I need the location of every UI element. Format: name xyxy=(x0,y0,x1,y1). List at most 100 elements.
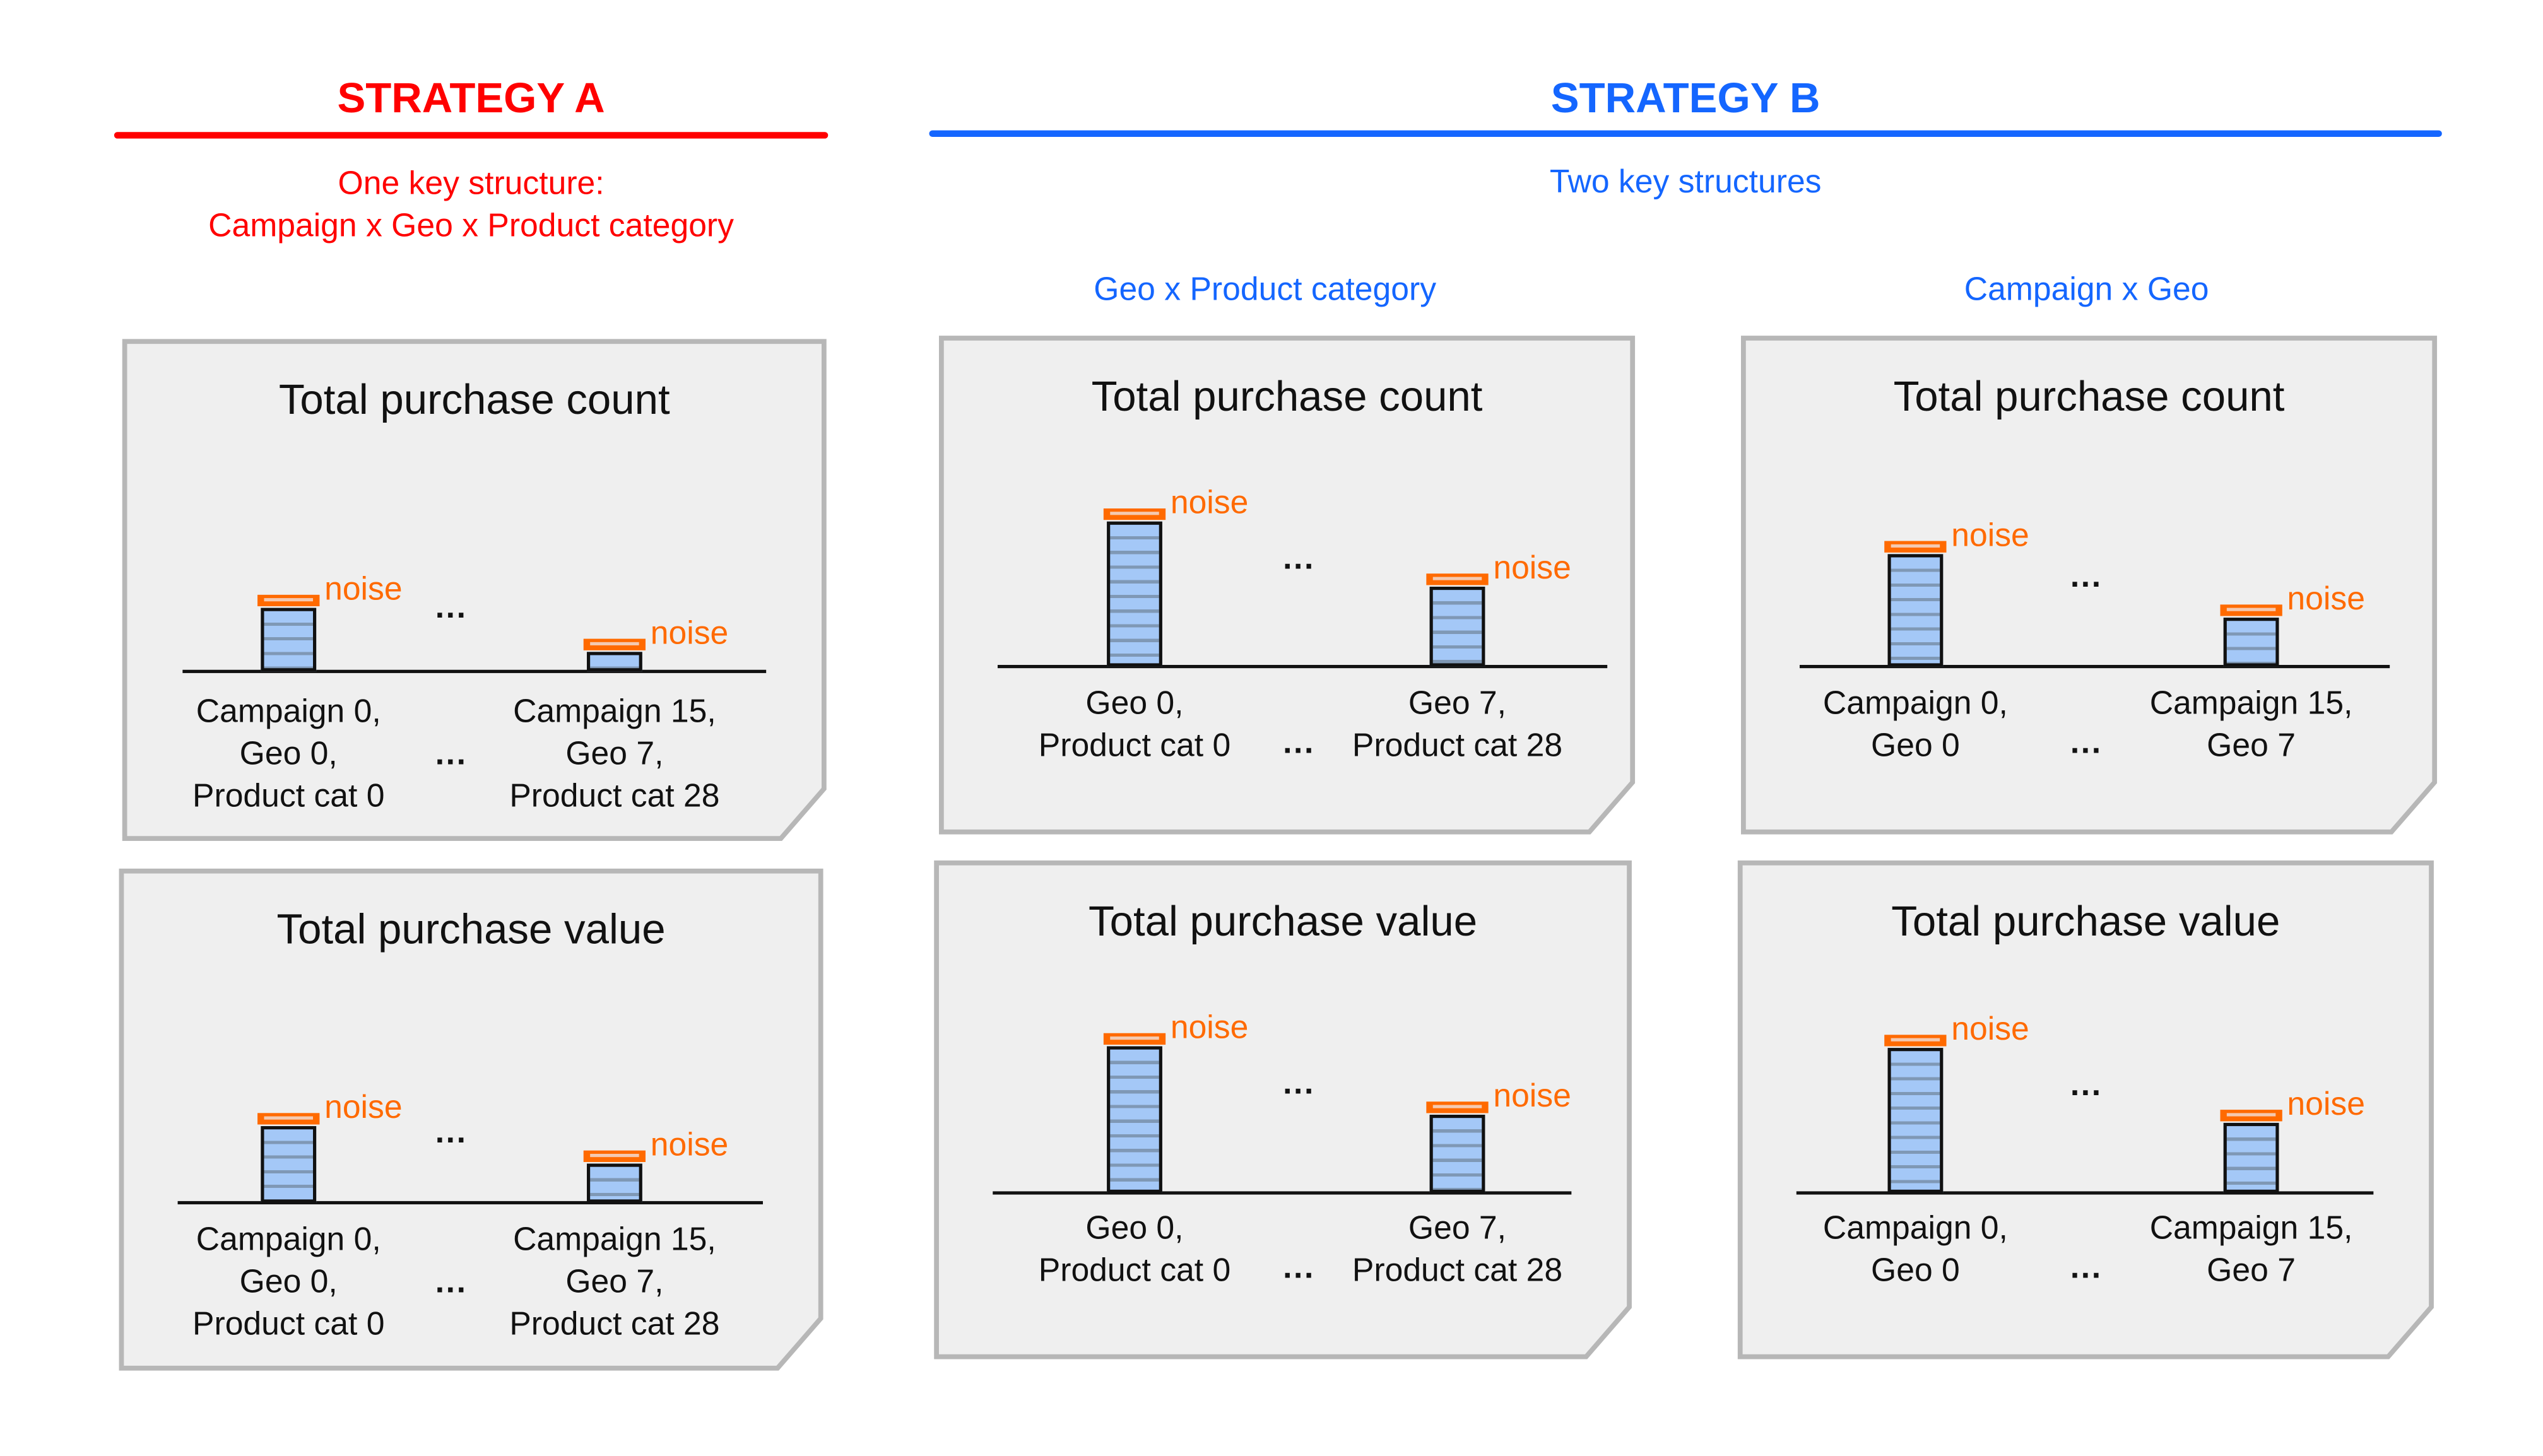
card-title: Total purchase value xyxy=(276,904,666,954)
card-title: Total purchase count xyxy=(278,375,670,424)
value-bar xyxy=(261,608,317,672)
bar-label-line: Geo 7, xyxy=(1408,1211,1507,1247)
noise-cap xyxy=(583,1150,646,1162)
bar-label-line: Geo 0 xyxy=(1871,1253,1960,1289)
bar-label: Campaign 0, Geo 0 xyxy=(1736,1207,2094,1292)
card-shape xyxy=(934,860,1632,1359)
key-structure-campaign-geo: Campaign x Geo xyxy=(1964,272,2209,308)
bar-label: Campaign 0, Geo 0, Product cat 0 xyxy=(109,1219,468,1346)
bar-label: Campaign 15, Geo 7 xyxy=(2072,683,2430,767)
noise-cap xyxy=(257,594,320,606)
ellipsis-labels: ... xyxy=(2070,725,2103,761)
ellipsis-labels: ... xyxy=(1283,1250,1315,1286)
subtitle-line: One key structure: xyxy=(338,166,605,203)
noise-cap xyxy=(2220,1110,2282,1122)
bar-label-line: Geo 0 xyxy=(1871,728,1960,765)
card-background xyxy=(119,868,823,1371)
bar-label-line: Campaign 15, xyxy=(513,694,716,731)
strategy-a-subtitle: One key structure: Campaign x Geo x Prod… xyxy=(114,163,828,247)
ellipsis-bars: ... xyxy=(2070,1067,2103,1103)
ellipsis-labels: ... xyxy=(435,1264,468,1301)
value-bar xyxy=(2223,618,2279,667)
noise-label: noise xyxy=(2287,582,2365,618)
bar-label-line: Geo 7, xyxy=(565,736,664,773)
ellipsis-bars: ... xyxy=(1283,540,1315,577)
value-bar xyxy=(1107,1046,1162,1193)
value-bar xyxy=(1887,1048,1944,1193)
bar-label-line: Campaign 0, xyxy=(196,694,381,731)
ellipsis-labels: ... xyxy=(435,736,468,773)
ellipsis-bars: ... xyxy=(435,1114,468,1151)
card-title: Total purchase value xyxy=(1891,896,2280,946)
bar-label: Geo 0, Product cat 0 xyxy=(955,1207,1314,1292)
card-title: Total purchase count xyxy=(1893,371,2285,421)
strategy-b-heading: STRATEGY B xyxy=(1550,73,1820,122)
bar-label: Campaign 0, Geo 0, Product cat 0 xyxy=(109,691,468,818)
value-bar xyxy=(1429,1114,1485,1193)
noise-label: noise xyxy=(324,1090,403,1127)
bar-label-line: Product cat 28 xyxy=(509,778,720,815)
noise-label: noise xyxy=(1493,1079,1571,1115)
value-bar xyxy=(1107,521,1162,667)
bar-label-line: Geo 0, xyxy=(1085,1211,1184,1247)
bar-label-line: Product cat 0 xyxy=(192,1306,385,1343)
ellipsis-bars: ... xyxy=(435,590,468,626)
bar-label-line: Product cat 28 xyxy=(1352,728,1563,765)
bar-label-line: Geo 0, xyxy=(239,1264,338,1301)
noise-label: noise xyxy=(1951,1012,2029,1048)
bar-label-line: Product cat 0 xyxy=(1038,728,1231,765)
strategy-b-subtitle: Two key structures xyxy=(1549,164,1822,201)
card-shape xyxy=(1737,860,2434,1359)
noise-label: noise xyxy=(2287,1087,2365,1123)
noise-cap xyxy=(2220,604,2282,616)
strategy-a-rule xyxy=(114,132,829,139)
bar-label: Geo 7, Product cat 28 xyxy=(1278,683,1636,767)
subtitle-line: Campaign x Geo x Product category xyxy=(208,208,734,245)
bar-label-line: Product cat 28 xyxy=(509,1306,720,1343)
card-background xyxy=(1740,336,2438,835)
axis-baseline xyxy=(997,664,1608,669)
card-title: Total purchase count xyxy=(1091,371,1483,421)
strategy-b-rule xyxy=(929,130,2442,137)
noise-label: noise xyxy=(324,572,403,608)
bar-label-line: Campaign 0, xyxy=(1822,1211,2008,1247)
ellipsis-labels: ... xyxy=(2070,1250,2103,1286)
noise-cap xyxy=(1426,1101,1489,1113)
bar-label-line: Campaign 15, xyxy=(513,1222,716,1259)
bar-label: Campaign 15, Geo 7 xyxy=(2072,1207,2430,1292)
card-background xyxy=(934,860,1632,1359)
bar-label: Campaign 15, Geo 7, Product cat 28 xyxy=(435,1219,794,1346)
noise-label: noise xyxy=(1951,518,2029,555)
bar-label-line: Product cat 28 xyxy=(1352,1253,1563,1289)
bar-label-line: Campaign 0, xyxy=(196,1222,381,1259)
bar-label-line: Geo 0, xyxy=(239,736,338,773)
axis-baseline xyxy=(182,669,767,673)
bar-label-line: Product cat 0 xyxy=(1038,1253,1231,1289)
bar-label-line: Geo 0, xyxy=(1085,686,1184,722)
chart-card: Total purchase count noise Campaign 0, Geo … xyxy=(1740,336,2438,835)
bar-label-line: Campaign 0, xyxy=(1822,686,2008,722)
value-bar xyxy=(1429,586,1485,667)
ellipsis-labels: ... xyxy=(1283,725,1315,761)
chart-card: Total purchase count noise Campaign 0, Geo … xyxy=(122,339,827,841)
card-title: Total purchase value xyxy=(1089,896,1478,946)
bar-label-line: Campaign 15, xyxy=(2149,686,2353,722)
noise-cap xyxy=(583,638,646,650)
bar-label: Campaign 0, Geo 0 xyxy=(1736,683,2094,767)
bar-label: Campaign 15, Geo 7, Product cat 28 xyxy=(435,691,794,818)
noise-cap xyxy=(1884,541,1947,553)
card-background xyxy=(938,336,1636,835)
bar-label-line: Product cat 0 xyxy=(192,778,385,815)
noise-label: noise xyxy=(650,1127,729,1164)
noise-cap xyxy=(257,1113,320,1125)
noise-cap xyxy=(1103,1033,1166,1045)
ellipsis-bars: ... xyxy=(2070,558,2103,594)
noise-label: noise xyxy=(650,616,729,652)
value-bar xyxy=(2223,1122,2279,1193)
axis-baseline xyxy=(177,1201,763,1205)
card-background xyxy=(1737,860,2434,1359)
bar-label-line: Campaign 15, xyxy=(2149,1211,2353,1247)
bar-label: Geo 7, Product cat 28 xyxy=(1278,1207,1636,1292)
ellipsis-bars: ... xyxy=(1283,1066,1315,1102)
